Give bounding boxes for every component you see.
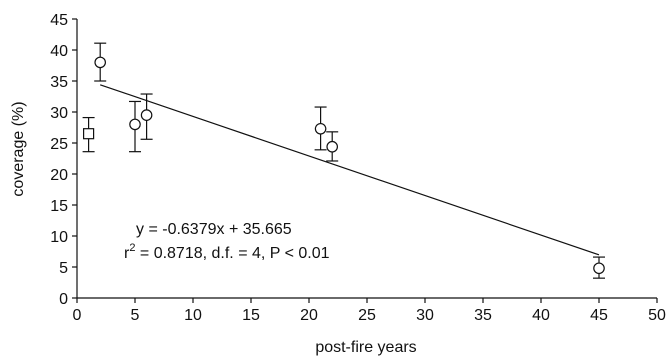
y-tick-label: 10 bbox=[50, 229, 68, 246]
data-point-circle bbox=[140, 109, 153, 121]
data-point-square bbox=[82, 128, 95, 140]
x-tick-label: 5 bbox=[131, 307, 140, 324]
data-point-circle bbox=[129, 118, 141, 131]
r-symbol: r bbox=[124, 245, 130, 262]
data-point-circle bbox=[593, 262, 605, 275]
tick-marks bbox=[72, 18, 658, 303]
stats-text: = 0.8718, d.f. = 4, P < 0.01 bbox=[135, 245, 329, 262]
regression-equation: y = -0.6379x + 35.665 bbox=[136, 221, 292, 238]
y-tick-label: 45 bbox=[50, 12, 68, 29]
x-tick-label: 45 bbox=[590, 307, 608, 324]
tick-labels: 0 5 10 15 20 25 30 35 40 45 50 0 5 10 15 20 25 30 35 40 45 bbox=[50, 12, 666, 324]
data-point-circle bbox=[314, 122, 327, 135]
data-points bbox=[82, 56, 605, 275]
x-tick-label: 35 bbox=[474, 307, 492, 324]
regression-line-group bbox=[100, 84, 600, 256]
y-tick-label: 15 bbox=[50, 198, 68, 215]
x-axis-title: post-fire years bbox=[315, 339, 416, 356]
y-tick-label: 30 bbox=[50, 105, 68, 122]
y-tick-label: 0 bbox=[59, 291, 68, 308]
y-tick-label: 20 bbox=[50, 167, 68, 184]
y-tick-label: 25 bbox=[50, 136, 68, 153]
x-tick-label: 40 bbox=[532, 307, 550, 324]
x-tick-label: 0 bbox=[73, 307, 82, 324]
x-tick-label: 50 bbox=[648, 307, 666, 324]
x-tick-label: 10 bbox=[184, 307, 202, 324]
y-axis-title: coverage (%) bbox=[10, 101, 27, 196]
data-point-circle bbox=[94, 56, 106, 69]
y-tick-label: 5 bbox=[59, 260, 68, 277]
x-tick-label: 20 bbox=[300, 307, 318, 324]
y-tick-label: 40 bbox=[50, 43, 68, 60]
data-point-circle bbox=[326, 140, 338, 153]
y-tick-label: 35 bbox=[50, 74, 68, 91]
regression-line bbox=[100, 84, 600, 256]
x-tick-label: 30 bbox=[416, 307, 434, 324]
x-tick-label: 25 bbox=[358, 307, 376, 324]
regression-statistics: r2 = 0.8718, d.f. = 4, P < 0.01 bbox=[124, 242, 330, 262]
x-tick-label: 15 bbox=[242, 307, 260, 324]
error-bars bbox=[82, 42, 605, 279]
r-exponent: 2 bbox=[129, 242, 135, 254]
